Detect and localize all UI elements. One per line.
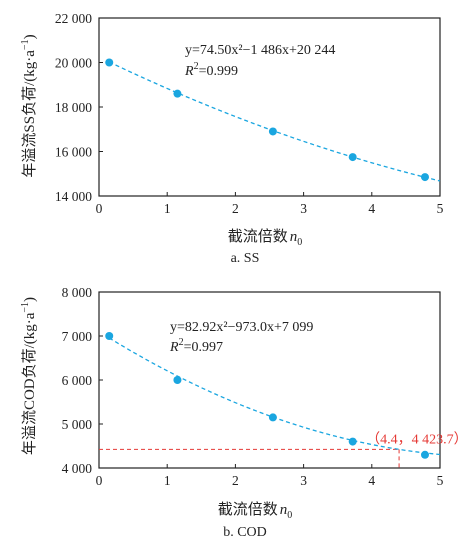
y-tick-label: 18 000	[55, 100, 92, 115]
y-tick-label: 8 000	[62, 285, 93, 300]
y-axis-title-sup: −1	[20, 302, 31, 313]
equation-line: y=82.92x²−973.0x+7 099	[170, 320, 313, 335]
x-tick-label: 4	[368, 473, 375, 488]
data-point	[420, 450, 429, 459]
y-axis-title: 年溢流SS负荷/(kg·a−1)	[20, 34, 38, 177]
r-squared-value: =0.999	[199, 64, 238, 79]
x-tick-label: 5	[437, 473, 444, 488]
x-tick-label: 1	[164, 473, 171, 488]
x-tick-label: 3	[300, 201, 307, 216]
r-squared-value: =0.997	[184, 340, 223, 355]
x-tick-label: 5	[437, 201, 444, 216]
data-point	[105, 332, 114, 340]
y-axis-title: 年溢流COD负荷/(kg·a−1)	[20, 297, 38, 455]
r-squared-symbol: R	[169, 340, 179, 355]
panel-cod: （4.4，4 423.7） 0 1 2 3 4 5 4 000 5 000 6 000 7 00…	[20, 285, 468, 540]
fit-curve	[108, 61, 441, 182]
y-ticks-layer: 4 000 5 000 6 000 7 000 8 000	[62, 285, 103, 476]
fit-curve-layer	[108, 61, 441, 182]
x-ticks-layer: 0 1 2 3 4 5	[96, 192, 444, 216]
x-tick-label: 0	[96, 201, 103, 216]
annotation-layer: （4.4，4 423.7）	[99, 431, 468, 468]
y-axis-title-suffix: )	[22, 297, 38, 302]
data-point	[268, 413, 277, 422]
y-axis-title-text: 年溢流SS负荷/(kg·a	[21, 50, 38, 178]
x-axis-title-text: 截流倍数	[218, 501, 278, 518]
y-axis-title-sup: −1	[20, 39, 31, 50]
data-point	[348, 153, 357, 162]
x-axis-title-sub: 0	[287, 510, 292, 521]
x-tick-label: 2	[232, 473, 239, 488]
x-tick-label: 1	[164, 201, 171, 216]
data-points-layer	[105, 58, 429, 182]
equation-line: y=74.50x²−1 486x+20 244	[185, 43, 335, 58]
caption-a: a. SS	[231, 251, 260, 266]
y-tick-label: 7 000	[62, 329, 93, 344]
data-point	[105, 58, 114, 67]
x-tick-label: 3	[300, 473, 307, 488]
y-tick-label: 20 000	[55, 56, 92, 71]
caption-b: b. COD	[223, 525, 267, 540]
y-tick-label: 4 000	[62, 461, 93, 476]
r-squared: R2=0.997	[169, 337, 223, 355]
y-tick-label: 14 000	[55, 189, 92, 204]
x-tick-label: 4	[368, 201, 375, 216]
x-axis-title-text: 截流倍数	[228, 228, 288, 245]
y-tick-label: 6 000	[62, 373, 93, 388]
y-axis-title-suffix: )	[22, 34, 38, 39]
x-axis-title: 截流倍数 n0	[218, 501, 293, 521]
panel-ss: 0 1 2 3 4 5 14 000 16 000 18 000 20 000 22 000 y=…	[20, 11, 444, 266]
r-squared-symbol: R	[184, 64, 194, 79]
y-tick-label: 5 000	[62, 417, 93, 432]
x-tick-label: 2	[232, 201, 239, 216]
y-ticks-layer: 14 000 16 000 18 000 20 000 22 000	[55, 11, 103, 204]
x-axis-title: 截流倍数 n0	[228, 228, 303, 248]
y-tick-label: 22 000	[55, 11, 92, 26]
r-squared: R2=0.999	[184, 61, 238, 79]
data-point	[420, 173, 429, 182]
x-ticks-layer: 0 1 2 3 4 5	[96, 464, 444, 488]
data-point	[173, 376, 182, 384]
data-points-layer	[105, 332, 429, 459]
x-axis-title-sub: 0	[297, 237, 302, 248]
data-point	[173, 89, 182, 98]
r-squared-sup: 2	[194, 61, 199, 72]
data-point	[348, 437, 357, 446]
data-point	[268, 127, 277, 136]
annotation-label: （4.4，4 423.7）	[366, 431, 468, 447]
x-axis-title-var: n	[290, 229, 298, 245]
y-axis-title-text: 年溢流COD负荷/(kg·a	[21, 312, 38, 455]
r-squared-sup: 2	[179, 337, 184, 348]
x-tick-label: 0	[96, 473, 103, 488]
y-tick-label: 16 000	[55, 145, 92, 160]
x-axis-title-var: n	[280, 502, 288, 518]
